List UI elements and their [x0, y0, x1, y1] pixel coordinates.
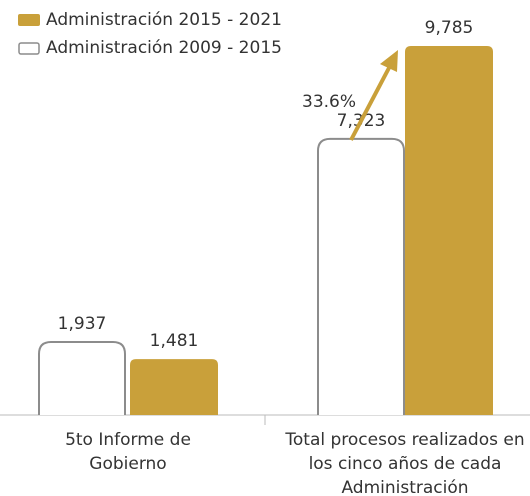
value-label: 1,481: [150, 331, 199, 351]
legend-label: Administración 2009 - 2015: [46, 38, 282, 58]
category-label: 5to Informe de Gobierno: [65, 430, 191, 474]
bar: [130, 359, 218, 415]
arrow-shaft: [349, 65, 392, 141]
value-label: 1,937: [58, 314, 107, 334]
legend-label: Administración 2015 - 2021: [46, 10, 282, 30]
bar: [38, 340, 126, 415]
bar: [405, 46, 493, 415]
arrow-head: [380, 50, 398, 72]
annotation: 33.6%: [302, 92, 356, 112]
bar: [317, 137, 405, 415]
legend-swatch: [18, 14, 40, 26]
category-label: Total procesos realizados en los cinco a…: [285, 430, 525, 496]
legend-swatch: [18, 42, 40, 55]
value-label: 9,785: [425, 18, 474, 38]
